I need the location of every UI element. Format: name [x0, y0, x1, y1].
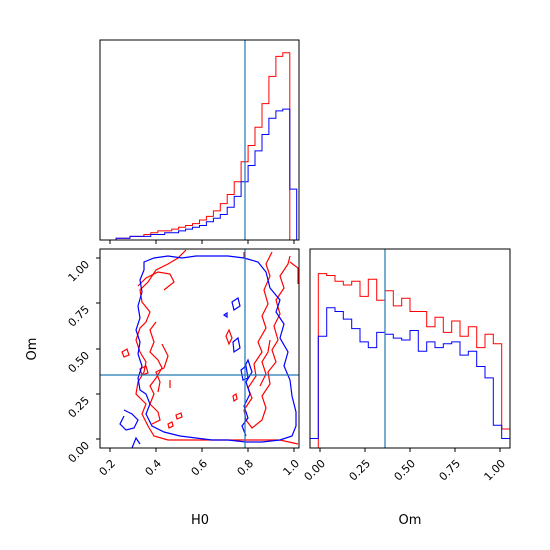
contour-blue-blob-2 — [232, 336, 241, 354]
contour-yticks: 0.00 0.25 0.50 0.75 1.00 — [66, 257, 100, 466]
hist-om-xtick-label: 0.25 — [347, 457, 374, 484]
contour-red-blob-3 — [225, 328, 233, 346]
contour-xtick-label: 1.0 — [281, 457, 303, 479]
contour-ylabel: Om — [25, 338, 40, 361]
contour-xticks: 0.2 0.4 0.6 0.8 1.0 — [97, 448, 303, 479]
hist-om-blue-line — [309, 307, 511, 448]
contour-xtick-label: 0.6 — [189, 457, 211, 479]
hist-h0-red-line — [109, 52, 297, 241]
hist-h0-red-step — [109, 52, 297, 241]
contour-red-right-outer — [243, 251, 291, 429]
contour-xtick-label: 0.4 — [143, 457, 165, 479]
hist-h0-frame — [99, 39, 300, 241]
contour-blue-outer — [135, 255, 297, 443]
contour-blue-bottom-left — [119, 409, 139, 431]
hist-h0-blue-step — [109, 108, 298, 241]
contour-red-inner-left — [149, 321, 163, 425]
contour-blue-blob-3 — [222, 311, 228, 319]
contour-ytick-label: 0.00 — [66, 439, 93, 466]
contour-red-blob-4 — [175, 412, 183, 420]
hist-h0-xticks — [109, 240, 295, 244]
hist-h0-blue-line — [109, 108, 298, 241]
contour-blue-blob-4 — [240, 364, 249, 381]
contour-blue-blob-1 — [231, 297, 241, 311]
hist-om-red-line — [310, 273, 511, 449]
contour-xtick-label: 0.2 — [97, 457, 119, 479]
hist-om-xlabel: Om — [399, 513, 422, 528]
contour-ytick-label: 0.25 — [66, 394, 93, 421]
contour-ytick-label: 1.00 — [66, 258, 93, 285]
contour-red-blob-1 — [121, 348, 130, 358]
hist-om-xtick-label: 0.75 — [437, 457, 464, 484]
hist-om-red-step — [310, 273, 511, 449]
contour-red — [121, 249, 299, 445]
hist-om-xtick-label: 0.50 — [392, 457, 419, 484]
contour-red-right-inner — [259, 339, 271, 387]
contour-red-blob-6 — [232, 393, 238, 402]
contour-blue — [119, 255, 297, 449]
contour-panel: 0.2 0.4 0.6 0.8 1.0 0.00 0.25 0.50 0.75 … — [25, 248, 303, 528]
contour-red-blob-5 — [167, 421, 174, 429]
contour-red-blob-2 — [139, 365, 149, 376]
contour-ytick-label: 0.50 — [66, 349, 93, 376]
hist-om-xtick-label: 1.00 — [482, 457, 509, 484]
contour-xtick-label: 0.8 — [235, 457, 257, 479]
contour-red-left-wave — [155, 343, 169, 393]
hist-om-xtick-label: 0.00 — [302, 457, 329, 484]
hist-om-frame — [309, 248, 511, 449]
contour-ytick-label: 0.75 — [66, 303, 93, 330]
hist-h0-panel — [99, 39, 300, 244]
contour-blue-bottom-left-2 — [131, 436, 141, 449]
contour-red-top-left — [137, 271, 175, 291]
hist-om-blue-step — [309, 307, 511, 448]
contour-red-right-edge — [289, 261, 299, 284]
hist-om-xticks: 0.00 0.25 0.50 0.75 1.00 — [302, 448, 509, 484]
contour-blue-inner-right — [241, 358, 253, 437]
contour-xlabel: H0 — [191, 513, 209, 528]
hist-om-panel: 0.00 0.25 0.50 0.75 1.00 Om — [302, 248, 511, 528]
